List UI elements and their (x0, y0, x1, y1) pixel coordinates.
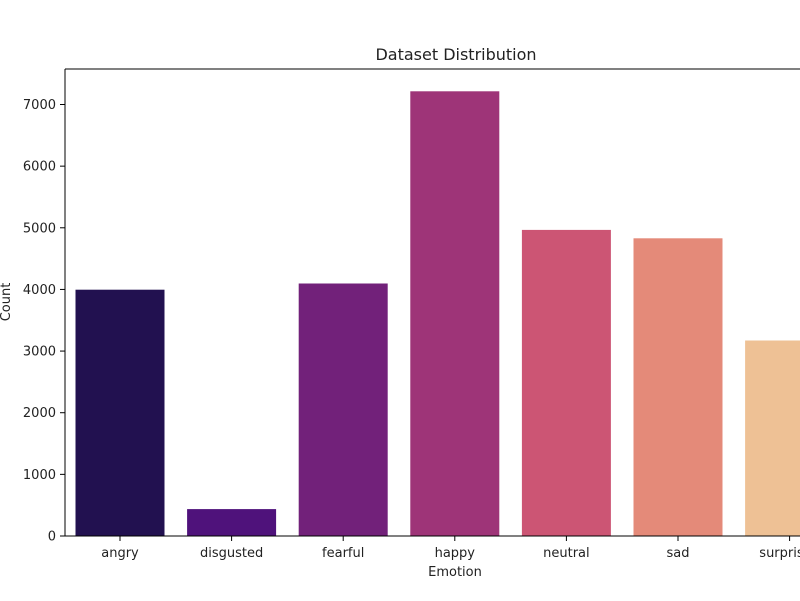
y-tick-label: 0 (48, 530, 56, 545)
bar-fearful (298, 283, 388, 536)
y-tick-label: 2000 (23, 406, 56, 421)
bar-angry (75, 289, 165, 536)
x-axis-ticks: angry disgusted fearful happy neutral sad surp… (101, 536, 800, 561)
x-tick-label: disgusted (200, 546, 263, 561)
x-tick-label: happy (435, 546, 476, 561)
y-axis-ticks: 0 1000 2000 3000 4000 5000 6000 7000 (23, 98, 65, 545)
y-tick-label: 6000 (23, 160, 56, 175)
bar-neutral (521, 229, 611, 536)
y-tick-label: 1000 (23, 468, 56, 483)
y-axis-label: Count (0, 283, 14, 322)
y-tick-label: 7000 (23, 98, 56, 113)
bar-sad (633, 238, 723, 537)
y-tick-label: 3000 (23, 345, 56, 360)
chart-title: Dataset Distribution (375, 45, 536, 64)
x-tick-label: surprised (759, 546, 800, 561)
y-tick-label: 4000 (23, 283, 56, 298)
x-tick-label: neutral (543, 546, 590, 561)
x-tick-label: fearful (322, 546, 364, 561)
x-tick-label: sad (667, 546, 690, 561)
bar-disgusted (187, 509, 277, 536)
bar-surprised (745, 340, 800, 536)
y-tick-label: 5000 (23, 221, 56, 236)
x-axis-label: Emotion (428, 565, 482, 580)
x-tick-label: angry (101, 546, 139, 561)
bar-happy (410, 91, 500, 537)
bars-group (75, 91, 800, 537)
